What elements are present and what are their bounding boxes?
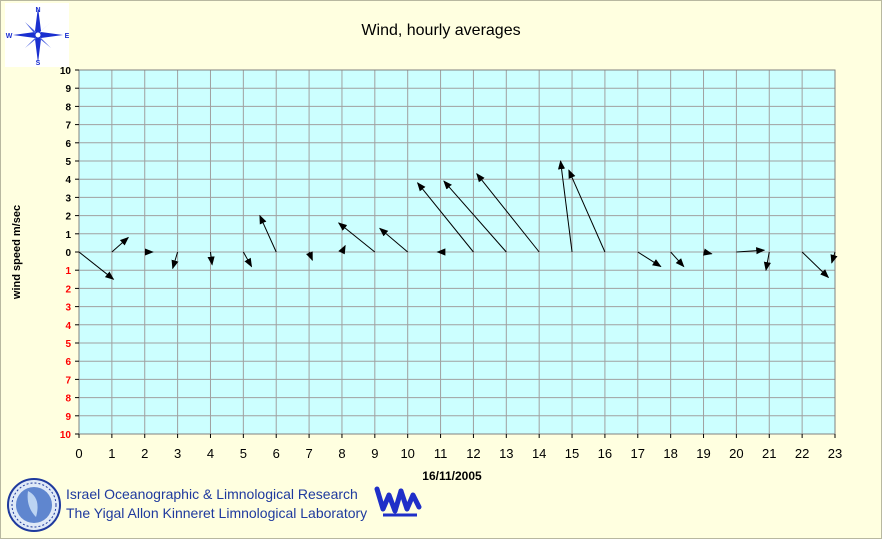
y-tick-label: 1: [65, 230, 71, 241]
iolr-globe-logo-icon: [6, 477, 62, 533]
y-tick-label: 9: [65, 412, 71, 423]
x-tick-label: 22: [795, 446, 809, 461]
x-tick-label: 17: [631, 446, 645, 461]
y-tick-label: 2: [65, 284, 71, 295]
x-tick-label: 5: [240, 446, 247, 461]
compass-w-label: W: [6, 33, 13, 40]
x-axis-label: 16/11/2005: [422, 469, 482, 483]
footer-laboratory-name: The Yigal Allon Kinneret Limnological La…: [66, 505, 368, 521]
x-tick-label: 4: [207, 446, 214, 461]
y-tick-label: 6: [65, 139, 71, 150]
compass-rose-icon: N S W E: [5, 3, 70, 67]
wind-vector-arrow: [78, 251, 115, 280]
x-tick-label: 13: [499, 446, 513, 461]
y-tick-label: 3: [65, 193, 71, 204]
x-tick-label: 2: [141, 446, 148, 461]
y-tick-label: 10: [60, 430, 72, 441]
x-tick-label: 19: [696, 446, 710, 461]
x-tick-label: 14: [532, 446, 546, 461]
wind-vector-arrow: [207, 251, 215, 266]
y-tick-label: 3: [65, 303, 71, 314]
wind-vector-arrow: [801, 251, 830, 279]
compass-s-label: S: [36, 60, 41, 67]
compass-n-label: N: [35, 7, 40, 14]
y-axis-label: wind speed m/sec: [11, 204, 23, 300]
wind-vectors: [78, 160, 838, 280]
y-tick-label: 4: [65, 321, 71, 332]
x-tick-label: 1: [108, 446, 115, 461]
x-tick-label: 8: [338, 446, 345, 461]
wind-vector-arrow: [111, 236, 129, 253]
y-tick-label: 5: [65, 339, 71, 350]
wind-vector-arrow: [830, 251, 838, 264]
wind-vector-arrow: [670, 251, 685, 268]
wind-vector-arrow: [306, 251, 313, 262]
wind-vector-arrow: [443, 180, 507, 253]
y-tick-label: 10: [60, 66, 72, 77]
x-tick-label: 23: [828, 446, 842, 461]
wind-vector-arrow: [338, 244, 346, 255]
y-tick-label: 1: [65, 266, 71, 277]
y-tick-label: 8: [65, 102, 71, 113]
wind-vector-arrow: [736, 247, 766, 255]
y-tick-label: 6: [65, 357, 71, 368]
y-tick-label: 7: [65, 375, 71, 386]
x-tick-label: 7: [305, 446, 312, 461]
kinneret-lab-logo-icon: [373, 485, 425, 521]
compass-e-label: E: [65, 33, 69, 40]
wind-vector-arrow: [416, 182, 474, 253]
y-tick-label: 0: [65, 248, 71, 259]
y-tick-label: 2: [65, 212, 71, 223]
x-tick-label: 9: [371, 446, 378, 461]
x-axis-ticks: 0 1 2 3 4 5 6 7 8 9 10 11 12 13 14 15 16 17 18 19 20 21 22 23: [75, 434, 842, 461]
wind-vector-arrow: [476, 173, 540, 253]
wind-vector-arrow: [637, 251, 662, 268]
x-tick-label: 15: [565, 446, 579, 461]
y-tick-label: 5: [65, 157, 71, 168]
x-tick-label: 21: [762, 446, 776, 461]
x-tick-label: 3: [174, 446, 181, 461]
x-tick-label: 10: [400, 446, 414, 461]
wind-vector-arrow: [703, 248, 713, 256]
x-tick-label: 11: [434, 446, 448, 461]
wind-vector-arrow: [568, 169, 606, 253]
wind-vector-arrow: [259, 214, 277, 253]
x-tick-label: 0: [75, 446, 82, 461]
x-tick-label: 12: [466, 446, 480, 461]
wind-vector-arrow: [763, 251, 771, 272]
x-tick-label: 18: [663, 446, 677, 461]
x-tick-label: 16: [598, 446, 612, 461]
chart-title: Wind, hourly averages: [361, 22, 521, 39]
y-tick-label: 9: [65, 84, 71, 95]
y-tick-label: 8: [65, 394, 71, 405]
footer-institution-name: Israel Oceanographic & Limnological Rese…: [66, 486, 358, 502]
y-tick-label: 7: [65, 121, 71, 132]
wind-vector-arrow: [242, 251, 253, 268]
wind-vector-arrow: [337, 222, 376, 253]
wind-vector-arrow: [557, 160, 573, 253]
grid-lines: [78, 69, 836, 435]
x-tick-label: 20: [729, 446, 743, 461]
wind-vector-arrow: [379, 227, 409, 253]
x-tick-label: 6: [273, 446, 280, 461]
wind-vector-arrow: [171, 251, 179, 270]
y-tick-label: 4: [65, 175, 71, 186]
